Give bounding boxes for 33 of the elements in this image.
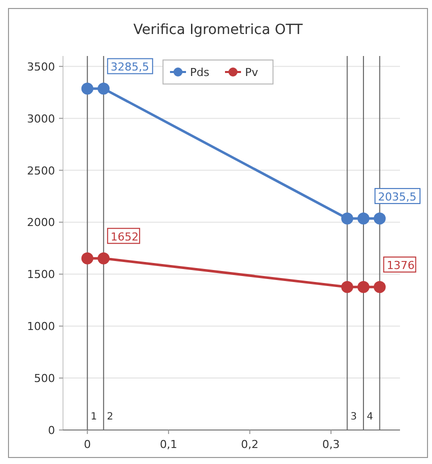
point xyxy=(98,252,110,264)
y-tick-label: 2000 xyxy=(27,216,55,230)
data-label: 1652 xyxy=(110,230,139,244)
data-label: 1376 xyxy=(386,259,415,272)
annotation: 1 xyxy=(90,412,97,423)
legend-label: Pv xyxy=(245,66,259,79)
point xyxy=(98,82,110,95)
point xyxy=(341,212,354,225)
legend-label: Pds xyxy=(190,66,210,79)
point xyxy=(341,281,354,294)
point xyxy=(357,212,370,225)
y-tick-label: 0 xyxy=(48,424,55,437)
data-label: 2035,5 xyxy=(378,190,416,204)
point xyxy=(81,252,94,264)
point xyxy=(357,281,370,294)
point xyxy=(374,281,386,294)
annotation: 2 xyxy=(106,412,114,423)
point xyxy=(81,82,94,95)
point xyxy=(374,212,386,225)
x-tick-label: 0,1 xyxy=(160,438,178,451)
annotation: 4 xyxy=(366,412,374,423)
y-tick-label: 1500 xyxy=(27,268,55,282)
x-tick-label: 0 xyxy=(84,438,91,451)
chart-title: Verifica Igrometrica OTT xyxy=(133,22,304,38)
y-tick-label: 2500 xyxy=(27,164,55,178)
data-label: 3285,5 xyxy=(110,60,150,74)
x-tick-label: 0,3 xyxy=(322,438,340,451)
annotation: 3 xyxy=(350,412,357,423)
y-tick-label: 1000 xyxy=(27,320,55,334)
x-tick-label: 0,2 xyxy=(241,438,259,451)
y-tick-label: 3000 xyxy=(27,112,55,126)
y-tick-label: 3500 xyxy=(27,60,55,74)
y-tick-label: 500 xyxy=(34,372,55,386)
